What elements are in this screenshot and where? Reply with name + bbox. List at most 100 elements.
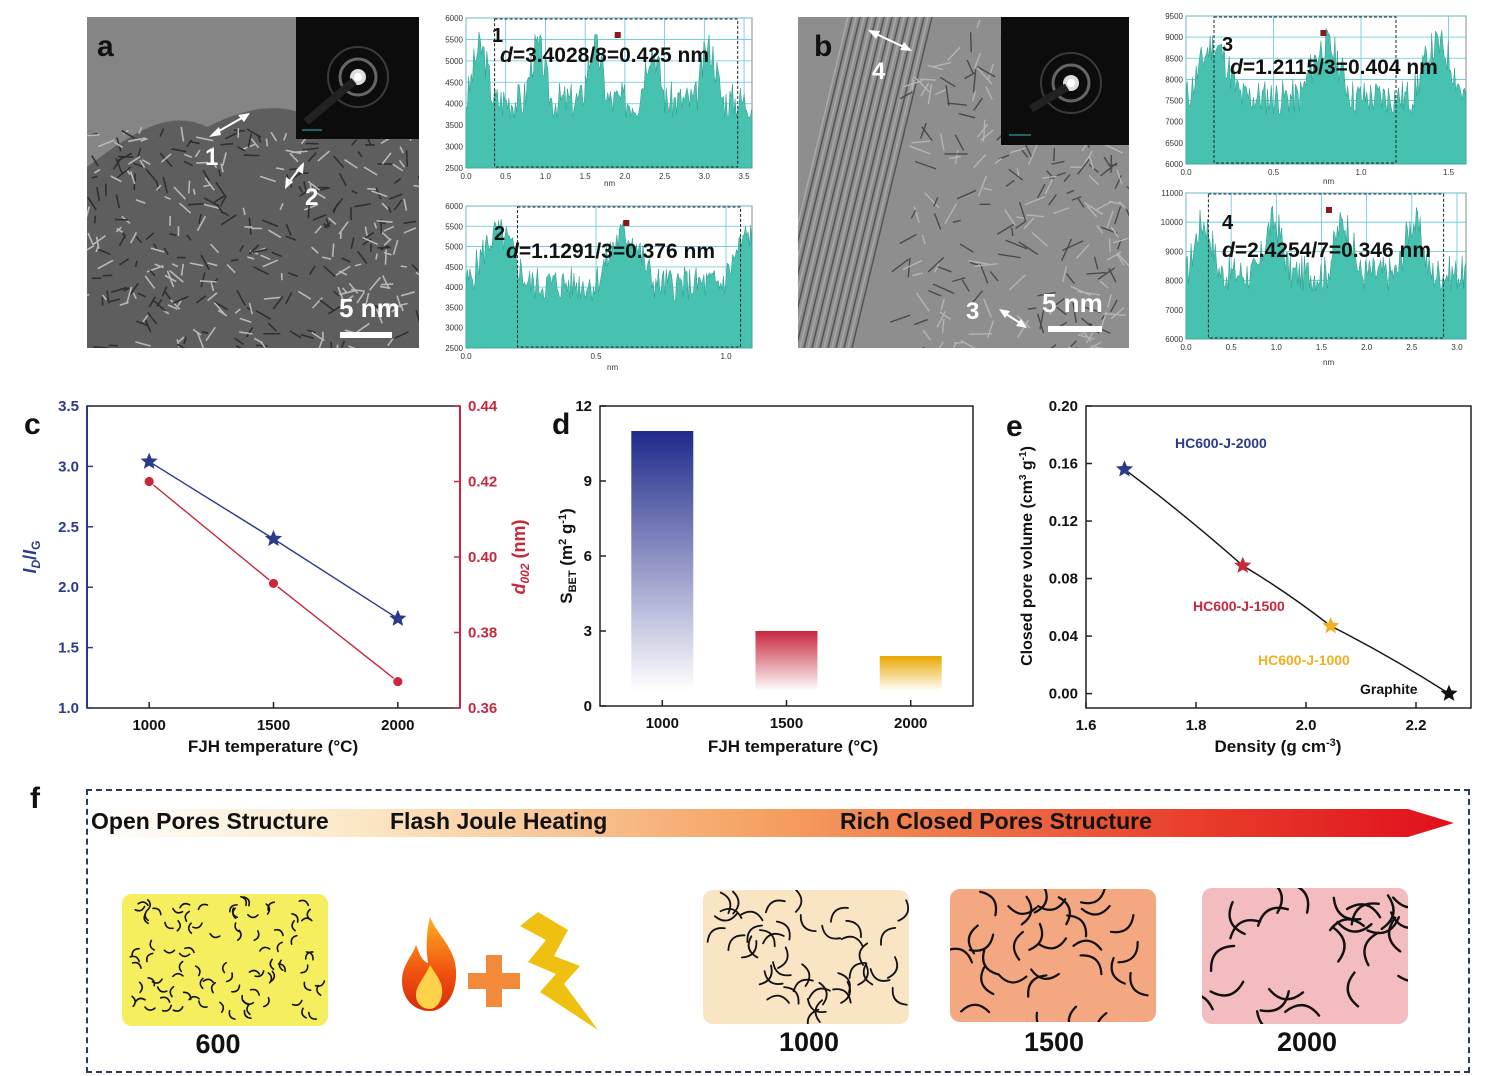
profile-ytick: 3500	[445, 121, 463, 130]
profile-xtick: 3.0	[1451, 343, 1463, 352]
lightning-bolt-icon	[520, 912, 598, 1030]
xtick-d: 1000	[646, 715, 679, 732]
point-star-e	[1234, 556, 1252, 573]
ytick-left-c: 1.5	[58, 640, 79, 657]
banner-flash-joule-heating: Flash Joule Heating	[390, 808, 608, 834]
profile-xtick: 1.0	[720, 352, 732, 361]
tem-a-annotations: 1 2 5 nm	[205, 113, 400, 338]
profile-xtick: 3.5	[738, 172, 750, 181]
profile-id-1: 1	[492, 25, 503, 47]
profile-xtick: 0.5	[1268, 168, 1280, 177]
profile-ytick: 9500	[1165, 12, 1183, 21]
schematic-2000	[1202, 888, 1408, 1024]
xtick-d: 2000	[894, 715, 927, 732]
profile-ytick: 4000	[445, 283, 463, 292]
xlabel-c: FJH temperature (°C)	[188, 737, 358, 756]
ytick-right-c: 0.38	[468, 625, 497, 642]
bar-d-1500	[755, 631, 818, 691]
ytick-left-c: 3.0	[58, 458, 79, 475]
profile-marker	[623, 220, 630, 226]
banner-open-pores: Open Pores Structure	[91, 808, 329, 834]
profile-ytick: 7000	[1165, 118, 1183, 127]
marker-1: 1	[205, 144, 218, 171]
panel-label-a: a	[97, 30, 114, 63]
profile-xtick: 1.5	[580, 172, 592, 181]
xtick-c: 1000	[132, 717, 165, 734]
profile-formula-3: d=1.2115/3=0.404 nm	[1230, 56, 1438, 79]
profile-xtick: 1.0	[1271, 343, 1283, 352]
diffraction-inset-b	[1001, 17, 1129, 145]
profile-ytick: 3500	[445, 303, 463, 312]
profile-ytick: 5500	[445, 222, 463, 231]
profile-xtick: 3.0	[699, 172, 711, 181]
point-star-e	[1115, 460, 1134, 477]
ytick-left-c: 2.0	[58, 579, 79, 596]
profile-ytick: 8000	[1165, 277, 1183, 286]
profile-xtick: 0.0	[460, 352, 472, 361]
profile-ytick: 5000	[445, 57, 463, 66]
banner-rich-closed-pores: Rich Closed Pores Structure	[840, 808, 1152, 834]
scale-bar-label-a: 5 nm	[339, 293, 400, 323]
schematic-label-1000: 1000	[778, 1027, 840, 1057]
profile-ytick: 3000	[445, 324, 463, 333]
panel-label-d: d	[552, 408, 571, 441]
schematic-frame	[86, 789, 1470, 1073]
scale-bar-a	[340, 332, 392, 338]
xlabel-d: FJH temperature (°C)	[708, 737, 878, 756]
point-label-e: HC600-J-1000	[1258, 652, 1350, 668]
panel-label-f: f	[30, 782, 40, 815]
profile-xtick: 2.0	[619, 172, 631, 181]
profile-intensity	[1185, 205, 1467, 340]
plus-icon	[468, 955, 520, 1007]
ylabel-d: SBET (m2 g-1)	[557, 508, 579, 604]
ytick-d: 6	[584, 548, 592, 565]
xtick-e: 2.0	[1296, 717, 1317, 734]
panel-label-e: e	[1006, 410, 1023, 443]
profile-marker	[614, 32, 621, 38]
ytick-right-c: 0.40	[468, 549, 497, 566]
ytick-left-c: 1.0	[58, 700, 79, 717]
scale-bar-label-b: 5 nm	[1042, 288, 1103, 318]
panel-label-c: c	[24, 408, 41, 441]
profile-ytick: 2500	[445, 344, 463, 353]
marker-2: 2	[305, 184, 318, 211]
profile-xlabel-4: nm	[1323, 358, 1334, 367]
profile-xlabel-1: nm	[604, 179, 615, 188]
profile-ytick: 9000	[1165, 33, 1183, 42]
profile-id-2: 2	[494, 223, 505, 245]
ytick-right-c: 0.44	[468, 398, 498, 415]
profile-id-3: 3	[1222, 34, 1233, 56]
point-circle-c	[143, 476, 155, 487]
xtick-e: 2.2	[1406, 717, 1427, 734]
profile-ytick: 3000	[445, 143, 463, 152]
profile-xtick: 0.0	[460, 172, 472, 181]
marker-4: 4	[872, 58, 886, 85]
chart-e: 1.6 1.8 2.0 2.2 0.00 0.04 0.08 0.12 0.16 0.20 HC6…	[1018, 398, 1472, 756]
point-label-e: HC600-J-1500	[1193, 598, 1285, 614]
profile-ytick: 4500	[445, 263, 463, 272]
xtick-e: 1.8	[1186, 717, 1207, 734]
profile-ytick: 10000	[1161, 218, 1184, 227]
profile-ytick: 4500	[445, 78, 463, 87]
schematic-1500	[950, 889, 1156, 1022]
profile-ytick: 6000	[445, 14, 463, 23]
profile-ytick: 8500	[1165, 54, 1183, 63]
profile-formula-4: d=2.4254/7=0.346 nm	[1222, 239, 1431, 262]
profile-ytick: 11000	[1161, 189, 1183, 198]
profile-xtick: 2.5	[1406, 343, 1418, 352]
xtick-c: 1500	[257, 717, 290, 734]
panel-label-b: b	[814, 30, 833, 63]
profile-marker	[1320, 30, 1327, 36]
profile-ytick: 5500	[445, 35, 463, 44]
ytick-right-c: 0.36	[468, 700, 497, 717]
profile-ytick: 5000	[445, 243, 463, 252]
schematic-1000	[703, 890, 909, 1024]
ytick-left-c: 3.5	[58, 398, 79, 415]
profile-ytick: 7000	[1165, 306, 1183, 315]
point-star-e	[1440, 684, 1458, 701]
profile-intensity	[465, 219, 753, 349]
profile-formula-2: d=1.1291/3=0.376 nm	[506, 240, 715, 263]
process-arrow	[88, 809, 1454, 837]
